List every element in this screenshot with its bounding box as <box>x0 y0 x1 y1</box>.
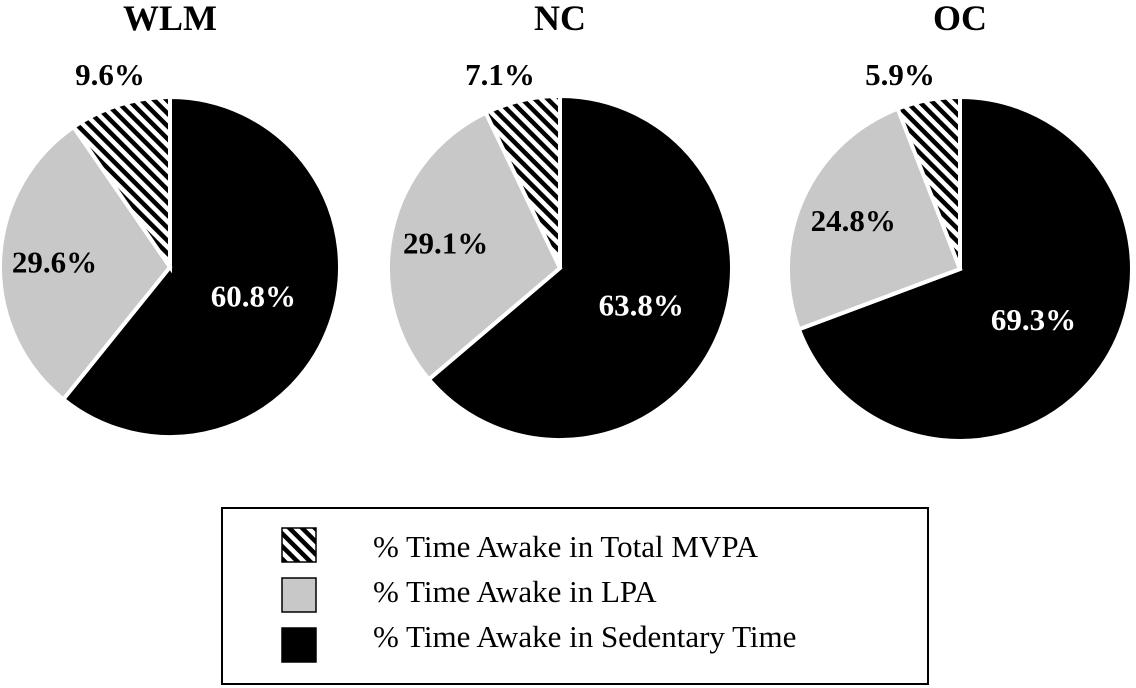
legend-label-sedentary: % Time Awake in Sedentary Time <box>373 619 796 654</box>
legend-box <box>221 507 929 685</box>
pie-oc: OC 69.3% 24.8% 5.9% <box>786 0 1134 443</box>
pie-title: NC <box>534 0 586 38</box>
slice-label-sedentary: 60.8% <box>211 278 296 313</box>
slice-label-mvpa: 5.9% <box>865 57 935 92</box>
pie-wlm: WLM 60.8% 29.6% 9.6% <box>0 0 342 439</box>
legend-item-sedentary: % Time Awake in Sedentary Time <box>281 619 796 663</box>
slice-mvpa <box>483 93 562 269</box>
slice-label-sedentary: 63.8% <box>599 288 684 323</box>
slice-sedentary <box>60 94 342 439</box>
legend-swatch-mvpa <box>281 527 317 563</box>
slice-mvpa <box>895 94 962 270</box>
slice-label-mvpa: 7.1% <box>465 57 535 92</box>
legend-item-lpa: % Time Awake in LPA <box>281 574 657 613</box>
slice-mvpa <box>70 94 172 274</box>
slice-label-lpa: 29.1% <box>403 226 488 261</box>
slice-sedentary <box>426 93 735 442</box>
slice-lpa <box>0 124 173 403</box>
legend: % Time Awake in Total MVPA % Time Awake … <box>221 507 929 685</box>
legend-label-mvpa: % Time Awake in Total MVPA <box>373 529 759 564</box>
slice-label-sedentary: 69.3% <box>991 302 1076 337</box>
legend-swatch-lpa <box>281 577 317 613</box>
pie-title: OC <box>933 0 987 38</box>
legend-item-mvpa: % Time Awake in Total MVPA <box>281 527 759 564</box>
pie-nc: NC 63.8% 29.1% 7.1% <box>386 0 735 442</box>
slice-label-lpa: 29.6% <box>12 245 97 280</box>
slice-label-lpa: 24.8% <box>811 203 896 238</box>
legend-label-lpa: % Time Awake in LPA <box>373 574 657 609</box>
slice-sedentary <box>796 94 1134 443</box>
pie-title: WLM <box>123 0 217 38</box>
legend-swatch-sedentary <box>281 627 317 663</box>
slice-label-mvpa: 9.6% <box>75 57 145 92</box>
